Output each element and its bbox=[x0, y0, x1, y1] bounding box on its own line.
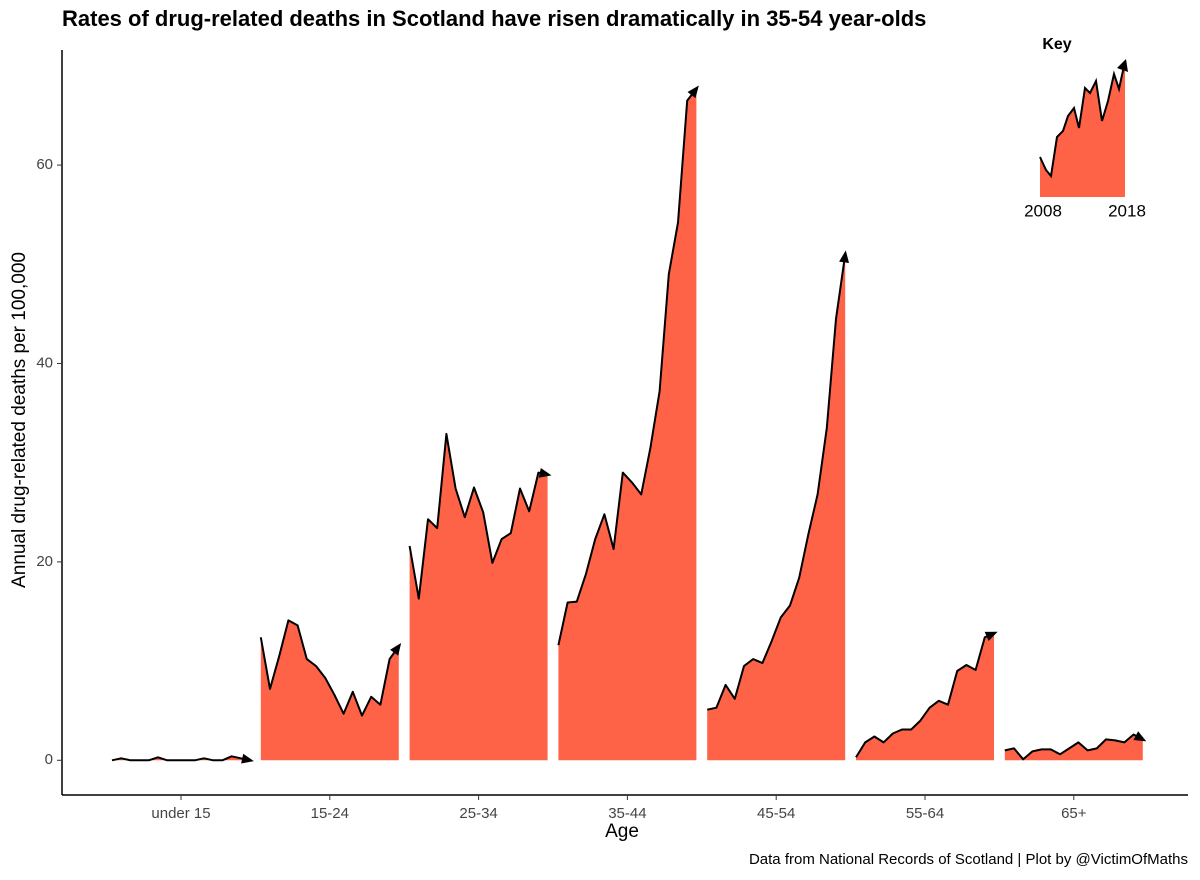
x-tick-label: 35-44 bbox=[608, 805, 646, 822]
caption: Data from National Records of Scotland |… bbox=[749, 851, 1188, 868]
arrowhead bbox=[687, 85, 699, 99]
arrowhead bbox=[390, 642, 402, 656]
area bbox=[260, 620, 399, 761]
key-end-label: 2018 bbox=[1108, 201, 1146, 220]
x-tick-label: 45-54 bbox=[757, 805, 795, 822]
line bbox=[259, 619, 400, 717]
area bbox=[1004, 734, 1143, 761]
y-tick-label: 40 bbox=[36, 354, 53, 371]
key-line bbox=[1039, 65, 1125, 179]
area bbox=[856, 633, 994, 761]
line bbox=[706, 254, 847, 711]
line bbox=[408, 432, 548, 600]
key-area bbox=[1040, 62, 1125, 197]
y-axis-label: Annual drug-related deaths per 100,000 bbox=[9, 252, 30, 588]
y-tick-label: 60 bbox=[36, 156, 53, 173]
x-axis-label: Age bbox=[605, 821, 639, 842]
x-tick-label: under 15 bbox=[151, 805, 210, 822]
area bbox=[707, 254, 846, 761]
y-tick-label: 20 bbox=[36, 553, 53, 570]
x-tick-label: 15-24 bbox=[311, 805, 349, 822]
x-tick-label: 55-64 bbox=[906, 805, 944, 822]
arrowhead bbox=[241, 753, 254, 764]
arrowhead bbox=[538, 468, 552, 478]
line bbox=[111, 755, 251, 762]
arrowhead bbox=[984, 631, 998, 642]
line bbox=[557, 88, 698, 646]
y-tick-label: 0 bbox=[45, 751, 53, 768]
line bbox=[1004, 733, 1144, 761]
key: Key 2008 2018 bbox=[1024, 36, 1146, 220]
x-tick-label: 65+ bbox=[1061, 805, 1087, 822]
x-tick-label: 25-34 bbox=[459, 805, 497, 822]
chart-title: Rates of drug-related deaths in Scotland… bbox=[62, 6, 926, 31]
key-start-label: 2008 bbox=[1024, 201, 1062, 220]
key-title: Key bbox=[1042, 36, 1071, 53]
area bbox=[558, 88, 697, 761]
line bbox=[855, 632, 995, 758]
area bbox=[409, 433, 548, 761]
key-arrowhead bbox=[1117, 59, 1128, 72]
arrowhead bbox=[1133, 731, 1147, 742]
arrowhead bbox=[839, 250, 850, 263]
